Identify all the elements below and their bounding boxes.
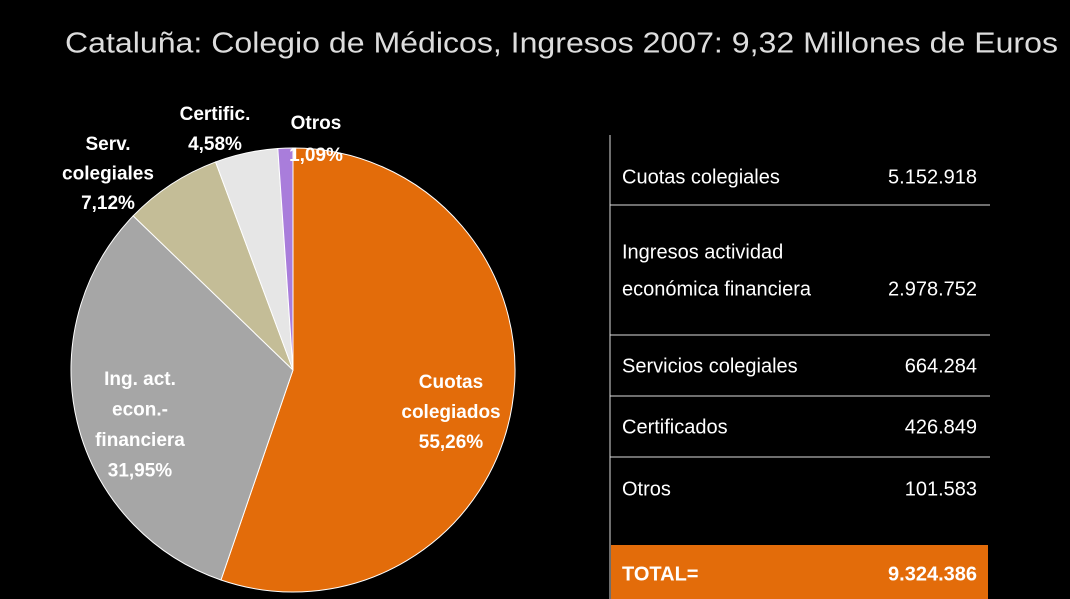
- slice-value-label: 4,58%: [188, 134, 242, 155]
- slice-value-label: 7,12%: [81, 193, 135, 214]
- row-label: Cuotas colegiales: [622, 166, 780, 188]
- slice-label: colegiados: [401, 402, 500, 423]
- pie-slice: [70, 215, 294, 581]
- slice-label: econ.-: [112, 400, 168, 421]
- total-value: 9.324.386: [888, 563, 977, 585]
- pie-slice: [220, 147, 516, 593]
- row-label: Certificados: [622, 416, 728, 438]
- row-value: 2.978.752: [888, 278, 977, 300]
- slice-value-label: 1,09%: [289, 145, 343, 166]
- slice-label: Serv.: [85, 134, 130, 155]
- row-label: Otros: [622, 478, 671, 500]
- slice-label: Otros: [291, 113, 342, 134]
- table: Cuotas colegiales 5.152.918 Ingresos activ…: [610, 166, 990, 599]
- row-label: Servicios colegiales: [622, 355, 798, 377]
- slice-label: Certific.: [180, 104, 251, 125]
- total-label: TOTAL=: [622, 563, 698, 585]
- row-value: 5.152.918: [888, 166, 977, 188]
- slice-value-label: 31,95%: [108, 461, 173, 482]
- slice-label: financiera: [95, 430, 185, 451]
- row-value: 426.849: [905, 416, 977, 438]
- row-value: 101.583: [905, 478, 977, 500]
- slice-value-label: 55,26%: [419, 432, 484, 453]
- slice-label: Cuotas: [419, 372, 483, 393]
- pie-slice: [277, 147, 294, 371]
- total-band: [611, 545, 988, 599]
- chart-title: Cataluña: Colegio de Médicos, Ingresos 2…: [65, 28, 1058, 60]
- row-label: económica financiera: [622, 278, 812, 300]
- row-label: Ingresos actividad: [622, 241, 783, 263]
- slice-label: colegiales: [62, 164, 154, 185]
- pie: Cuotas colegiados 55,26% Ing. act. econ.- fin…: [62, 104, 516, 593]
- row-value: 664.284: [905, 355, 977, 377]
- slice-label: Ing. act.: [104, 369, 176, 390]
